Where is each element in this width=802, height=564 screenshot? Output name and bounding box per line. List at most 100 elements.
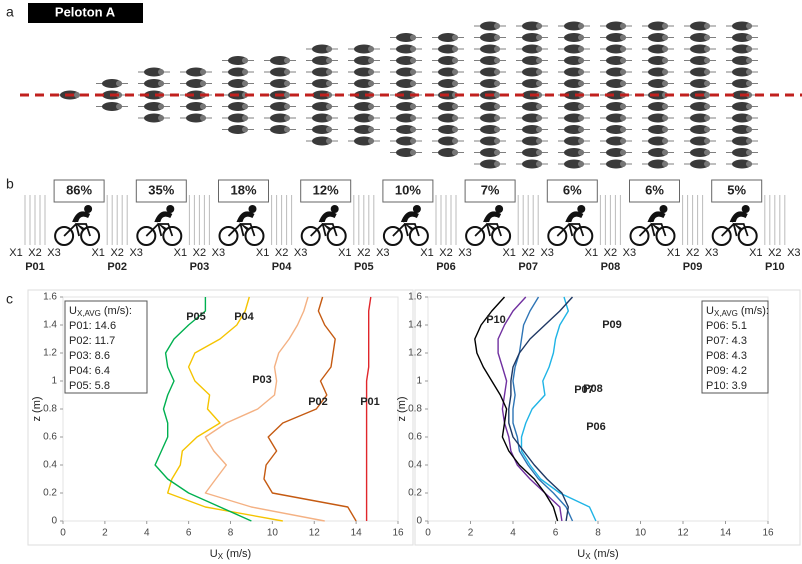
y-tick-label: 1.4 [43,320,57,331]
rider [600,21,632,31]
rider [306,102,338,111]
rider [348,44,380,54]
x-tick-label: 12 [677,528,689,539]
rider [180,79,212,88]
series-label: P04 [234,311,254,323]
rider [558,67,590,77]
position-label: P04 [272,261,292,273]
legend-entry: P04: 6.4 [69,365,110,377]
cyclist-icon [218,205,265,246]
panel-label: a [6,4,14,20]
rider [558,148,590,157]
sensor-label: X1 [256,247,269,259]
chart-frame [27,289,414,546]
percent-label: 6% [563,182,582,197]
y-tick-label: 0.8 [43,404,57,415]
rider [642,102,674,111]
sensor-label: X3 [540,247,553,259]
rider [432,102,464,111]
rider [726,44,758,54]
legend-entry: P09: 4.2 [706,365,747,377]
rider [432,44,464,54]
sensor-label: X2 [193,247,206,259]
y-axis-label: z (m) [396,396,408,421]
y-tick-label: 1.2 [408,348,422,359]
rider [306,136,338,146]
position-label: P09 [683,261,703,273]
sensor-label: X3 [623,247,636,259]
x-tick-label: 14 [720,528,732,539]
rider [474,148,506,157]
y-tick-label: 1.2 [43,348,57,359]
y-tick-label: 1 [416,376,422,387]
rider [516,67,548,77]
rider [516,159,548,169]
rider [642,21,674,31]
x-tick-label: 6 [553,528,559,539]
rider [432,136,464,146]
legend-entry: P08: 4.3 [706,350,747,362]
rider [600,159,632,169]
rider [600,125,632,134]
rider [474,136,506,146]
rider [642,56,674,65]
y-tick-label: 0 [51,516,57,527]
peloton-title: Peloton A [55,4,116,19]
rider [642,67,674,77]
rider [138,79,170,88]
legend-entry: P01: 14.6 [69,320,116,332]
x-tick-label: 2 [468,528,474,539]
y-tick-label: 0.6 [408,432,422,443]
rider [684,67,716,77]
rider [684,148,716,157]
series-label: P05 [186,311,206,323]
sensor-label: X1 [502,247,515,259]
rider [348,136,380,146]
panel-label: b [6,176,14,192]
rider [390,125,422,134]
sensor-label: X1 [667,247,680,259]
y-tick-label: 0.2 [408,488,422,499]
rider [726,67,758,77]
rider [558,125,590,134]
sensor-label: X3 [212,247,225,259]
rider [138,113,170,123]
rider [558,56,590,65]
rider [684,113,716,123]
line-chart: 0 2 4 6 8 10 12 14 16 0 0.2 0.4 0.6 0.8 1 1.2 1.4 1.6 UX (… [396,292,774,561]
rider [726,33,758,42]
sensor-label: X3 [294,247,307,259]
rider [600,136,632,146]
y-tick-label: 0.8 [408,404,422,415]
sensor-label: X3 [47,247,60,259]
sensor-label: X3 [376,247,389,259]
sensor-label: X2 [110,247,123,259]
percent-label: 35% [148,182,174,197]
series-label: P08 [583,383,603,395]
rider [600,113,632,123]
profile-line [474,296,559,522]
rider [684,159,716,169]
rider [558,159,590,169]
profile-line [512,296,574,522]
series-label: P06 [586,421,606,433]
rider [516,44,548,54]
x-tick-label: 16 [392,528,404,539]
y-tick-label: 0 [416,516,422,527]
rider [390,33,422,42]
rider [306,113,338,123]
rider [264,67,296,77]
series-label: P07 [574,384,594,396]
rider [726,136,758,146]
profile-line [497,296,563,522]
rider [264,125,296,134]
rider [642,136,674,146]
x-tick-label: 0 [60,528,66,539]
rider [390,56,422,65]
rider [600,148,632,157]
percent-box [53,179,105,203]
legend-box [701,300,769,394]
rider [642,125,674,134]
rider [516,136,548,146]
